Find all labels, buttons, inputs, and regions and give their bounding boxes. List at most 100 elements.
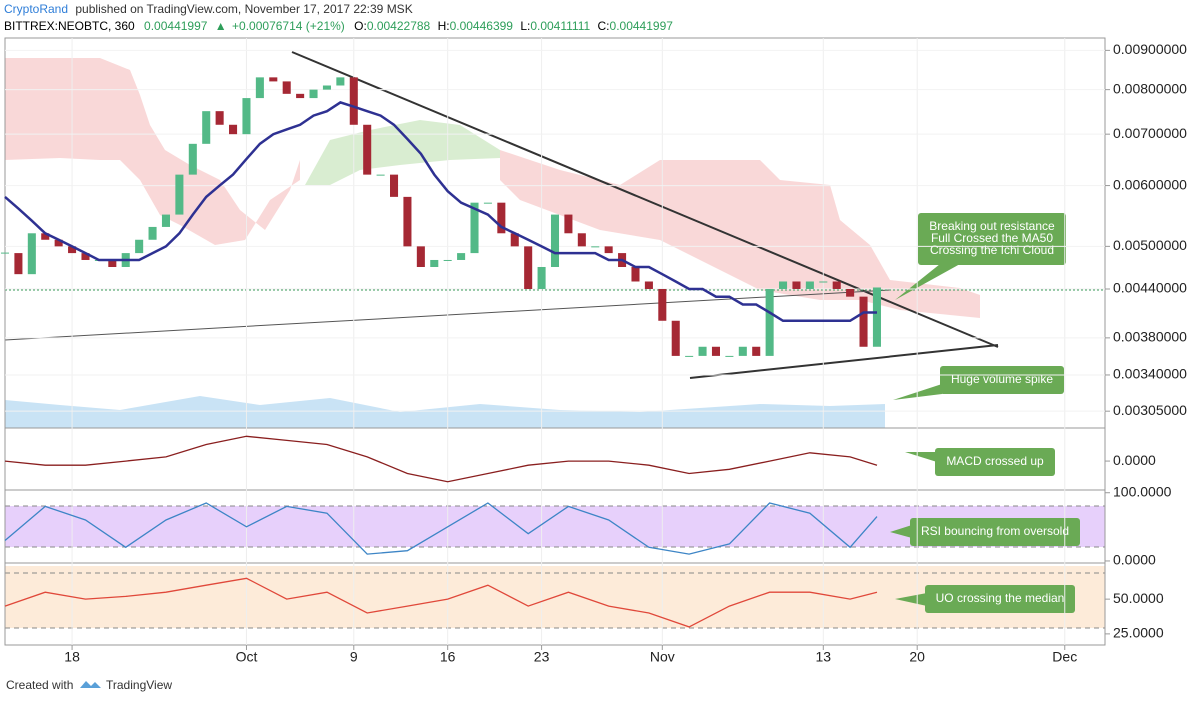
candle [349,77,358,125]
published: published on TradingView.com, November 1… [75,2,412,16]
y-tick-label: 0.00900000 [1113,41,1187,57]
y-tick-label: 0.00700000 [1113,125,1187,141]
plot-frame [4,37,1106,646]
candle [765,288,774,356]
candle [68,246,77,254]
candle [510,233,519,247]
y-tick-label: 0.0000 [1113,452,1156,468]
candle [108,259,117,267]
candle [524,246,533,289]
arrow: ▲ [215,19,227,33]
candle [135,239,144,254]
candle [336,77,345,86]
candle [41,233,50,240]
annotation-box [918,213,1066,265]
y-tick-label: 0.0000 [1113,552,1156,568]
annotation-pointer [905,452,937,462]
candle [658,288,667,321]
y-tick-label: 0.00340000 [1113,366,1187,382]
series-line [4,101,877,323]
y-tick-label: 100.0000 [1113,483,1172,499]
candle [363,124,372,175]
candle [416,246,425,267]
candle [376,174,385,176]
candle [846,288,855,297]
candle [175,174,184,215]
y-tick-label: 0.00440000 [1113,280,1187,296]
y-tick-label: 0.00800000 [1113,80,1187,96]
change: +0.00076714 (+21%) [232,19,345,33]
candle [644,281,653,289]
support-line [689,344,999,379]
candle [805,281,814,289]
series-line [4,435,878,483]
cloud-bearish [500,150,980,318]
y-tick-label: 0.00380000 [1113,329,1187,345]
candle [497,202,506,234]
candle [470,202,479,254]
ohlc-value: 0.00446399 [450,19,514,33]
annotation-text: Full Crossed the MA50 [931,231,1053,245]
x-tick-label: Oct [236,649,258,665]
candle [430,259,439,267]
candle [202,111,211,144]
candle [872,287,881,347]
candle [859,296,868,347]
annotation: Breaking out resistance Full Crossed the… [895,213,1066,300]
y-tick-label: 0.00305000 [1113,402,1187,418]
volume-area [5,396,885,428]
candle [832,281,841,289]
ohlc-value: 0.00422788 [367,19,431,33]
candle [698,346,707,356]
x-tick-label: Dec [1052,649,1077,665]
footer-brand[interactable]: TradingView [106,678,172,692]
candle [564,214,573,234]
candle [215,111,224,125]
ohlc-label: O: [354,19,367,33]
annotation-box [925,585,1075,613]
annotation-pointer [895,264,960,300]
author[interactable]: CryptoRand [4,2,68,16]
candle [725,355,734,357]
candle [27,233,36,275]
candle [685,355,694,357]
candle [322,85,331,90]
annotation-pointer [895,593,927,606]
candle [296,93,305,99]
candle [148,226,157,240]
candle [81,253,90,260]
header-line: CryptoRand published on TradingView.com,… [4,2,413,16]
candle [255,77,264,99]
candle [229,124,238,135]
last-price: 0.00441997 [144,19,208,33]
candle [792,281,801,289]
annotation: MACD crossed up [905,448,1055,476]
candle [631,266,640,282]
candle [309,89,318,99]
candle [738,346,747,356]
candle [591,246,600,248]
x-tick-label: 13 [816,649,832,665]
brand-logo [80,681,101,688]
candle [483,202,492,204]
ohlc-value: 0.00411111 [530,19,590,33]
symbol: BITTREX:NEOBTC, 360 [4,19,135,33]
candle [54,239,63,247]
x-tick-label: 20 [909,649,925,665]
x-tick-label: 18 [64,649,80,665]
annotation-box [940,366,1064,394]
candle [14,253,23,275]
annotation-text: Huge volume spike [951,372,1053,386]
annotation-text: UO crossing the median [936,591,1065,605]
candle [671,320,680,356]
annotation-pointer [890,525,912,538]
annotation: UO crossing the median [895,585,1075,613]
x-tick-label: 16 [440,649,456,665]
ohlc-label: H: [438,19,450,33]
candle [443,259,452,261]
x-tick-label: 23 [534,649,550,665]
candle [403,196,412,247]
candle [550,214,560,267]
candle [188,143,197,175]
